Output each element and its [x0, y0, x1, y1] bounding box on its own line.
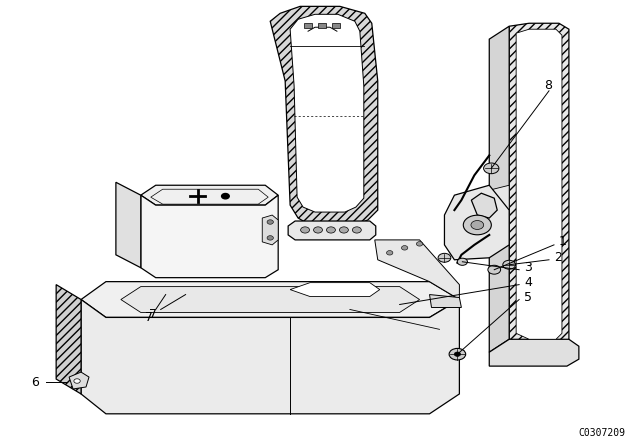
Polygon shape: [56, 284, 81, 394]
Bar: [318, 23, 326, 28]
Polygon shape: [121, 287, 420, 312]
Text: 8: 8: [544, 79, 552, 92]
Text: 4: 4: [524, 276, 532, 289]
Polygon shape: [270, 6, 378, 225]
Circle shape: [353, 227, 362, 233]
Circle shape: [488, 265, 500, 274]
Text: C0307209: C0307209: [579, 428, 626, 438]
Circle shape: [458, 258, 467, 265]
Circle shape: [314, 227, 323, 233]
Text: 2: 2: [554, 251, 562, 264]
Polygon shape: [444, 185, 509, 260]
Circle shape: [484, 163, 499, 174]
Text: 3: 3: [524, 261, 532, 274]
Polygon shape: [489, 339, 579, 366]
Circle shape: [454, 352, 461, 357]
Polygon shape: [141, 185, 278, 205]
Circle shape: [401, 246, 408, 250]
Polygon shape: [81, 282, 460, 318]
Polygon shape: [516, 29, 562, 339]
Circle shape: [301, 227, 310, 233]
Circle shape: [326, 227, 335, 233]
Text: 1: 1: [559, 235, 567, 248]
Text: 7: 7: [145, 311, 153, 324]
Polygon shape: [489, 26, 509, 352]
Polygon shape: [290, 283, 380, 297]
Circle shape: [503, 260, 516, 269]
Polygon shape: [429, 294, 461, 307]
Polygon shape: [81, 300, 460, 414]
Text: 7: 7: [148, 308, 157, 321]
Circle shape: [221, 194, 229, 199]
Text: 5: 5: [524, 291, 532, 304]
Circle shape: [267, 236, 273, 240]
Circle shape: [471, 220, 484, 229]
Bar: [304, 23, 312, 28]
Circle shape: [449, 349, 466, 360]
Bar: [332, 23, 340, 28]
Polygon shape: [141, 195, 278, 278]
Polygon shape: [288, 221, 376, 240]
Polygon shape: [262, 215, 278, 245]
Polygon shape: [471, 193, 497, 218]
Circle shape: [438, 253, 451, 262]
Circle shape: [267, 220, 273, 224]
Circle shape: [463, 215, 492, 235]
Circle shape: [74, 379, 80, 383]
Circle shape: [417, 241, 423, 246]
Polygon shape: [290, 14, 364, 212]
Circle shape: [339, 227, 348, 233]
Text: 6: 6: [31, 375, 39, 388]
Polygon shape: [116, 182, 141, 268]
Polygon shape: [375, 240, 460, 300]
Polygon shape: [489, 185, 509, 220]
Circle shape: [387, 250, 393, 255]
Polygon shape: [69, 372, 89, 389]
Polygon shape: [509, 23, 569, 346]
